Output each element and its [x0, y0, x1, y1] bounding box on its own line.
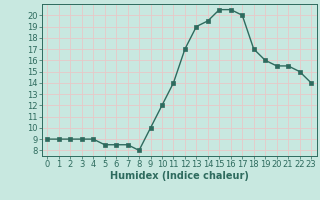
X-axis label: Humidex (Indice chaleur): Humidex (Indice chaleur) — [110, 171, 249, 181]
